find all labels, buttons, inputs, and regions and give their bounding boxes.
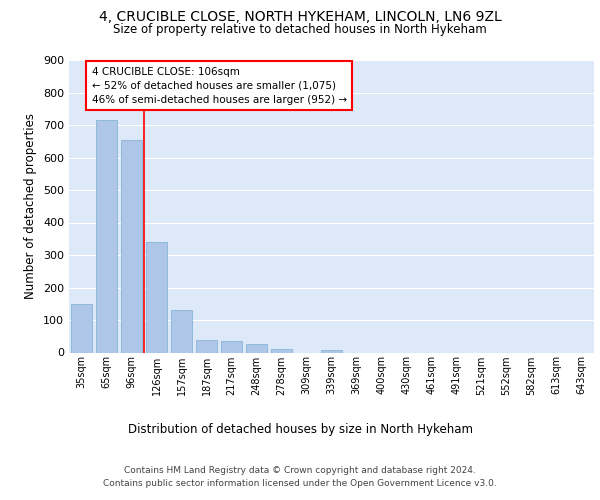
Bar [221, 341, 242, 352]
Bar [71, 304, 92, 352]
Text: Size of property relative to detached houses in North Hykeham: Size of property relative to detached ho… [113, 22, 487, 36]
Bar [171, 310, 192, 352]
Bar [196, 340, 217, 352]
Bar [121, 140, 142, 352]
Bar [321, 350, 342, 352]
Bar [146, 242, 167, 352]
Bar [246, 344, 267, 352]
Text: Contains HM Land Registry data © Crown copyright and database right 2024.: Contains HM Land Registry data © Crown c… [124, 466, 476, 475]
Text: Contains public sector information licensed under the Open Government Licence v3: Contains public sector information licen… [103, 479, 497, 488]
Bar [96, 120, 117, 352]
Bar [271, 349, 292, 352]
Text: 4 CRUCIBLE CLOSE: 106sqm
← 52% of detached houses are smaller (1,075)
46% of sem: 4 CRUCIBLE CLOSE: 106sqm ← 52% of detach… [91, 66, 347, 104]
Text: Distribution of detached houses by size in North Hykeham: Distribution of detached houses by size … [128, 422, 473, 436]
Y-axis label: Number of detached properties: Number of detached properties [25, 114, 37, 299]
Text: 4, CRUCIBLE CLOSE, NORTH HYKEHAM, LINCOLN, LN6 9ZL: 4, CRUCIBLE CLOSE, NORTH HYKEHAM, LINCOL… [98, 10, 502, 24]
